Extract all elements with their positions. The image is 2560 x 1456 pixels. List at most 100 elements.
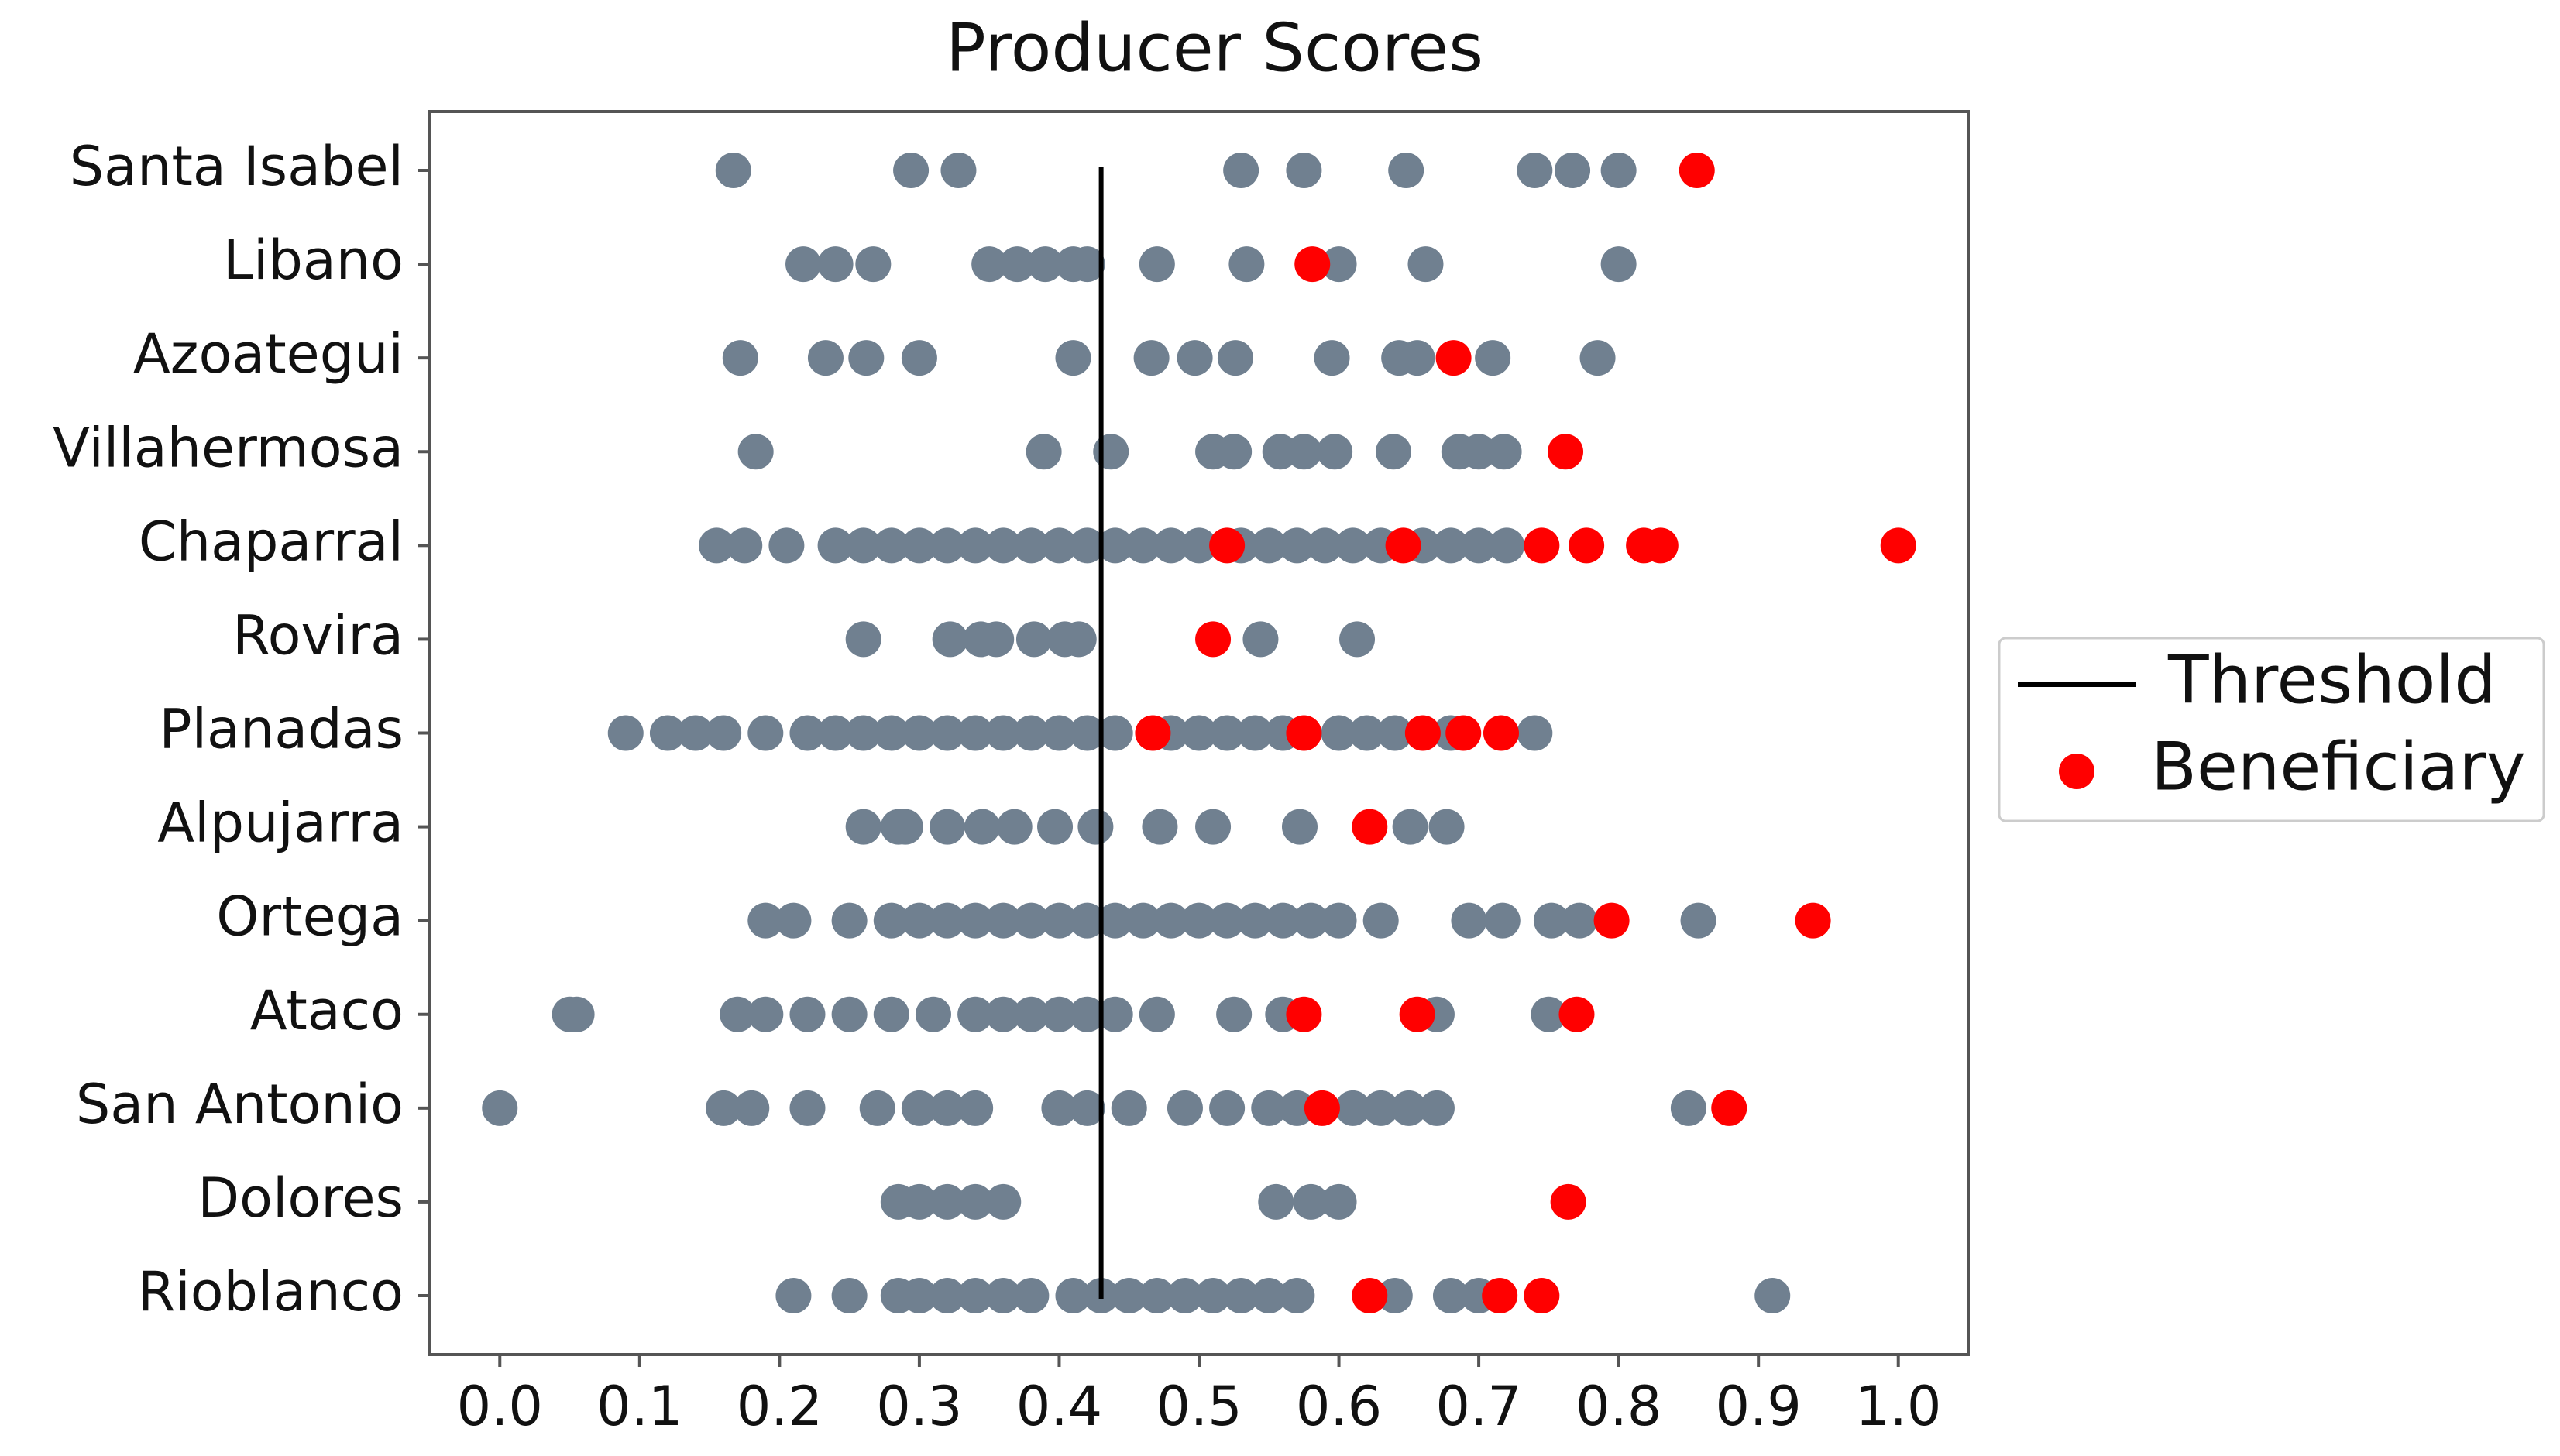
y-tick-label: Alpujarra (157, 792, 404, 855)
producer-point (1321, 902, 1357, 939)
producer-point (1317, 434, 1353, 470)
producer-point (1486, 434, 1522, 470)
producer-point (964, 809, 1001, 845)
producer-point (985, 996, 1022, 1032)
producer-point (775, 902, 812, 939)
producer-point (706, 715, 742, 751)
producer-point (1069, 715, 1105, 751)
producer-point (1209, 902, 1246, 939)
producer-point (1111, 1278, 1147, 1313)
beneficiary-point (1304, 1090, 1340, 1126)
producer-point (1093, 434, 1129, 470)
producer-point (901, 527, 937, 564)
producer-point (1013, 902, 1050, 939)
producer-point (1133, 340, 1170, 376)
beneficiary-point (1524, 527, 1560, 564)
producer-point (1013, 527, 1050, 564)
producer-point (1339, 621, 1376, 658)
producer-point (1279, 1090, 1315, 1126)
producer-point (1375, 434, 1411, 470)
producer-point (737, 434, 774, 470)
producer-point (957, 1278, 994, 1313)
producer-point (817, 715, 854, 751)
beneficiary-point (1294, 246, 1331, 283)
producer-point (1060, 621, 1097, 658)
producer-point (873, 715, 909, 751)
producer-point (1335, 527, 1371, 564)
x-tick-label: 0.5 (1156, 1375, 1242, 1438)
producer-point (1376, 715, 1413, 751)
producer-point (940, 153, 977, 188)
producer-point (1055, 1278, 1091, 1313)
beneficiary-point (1550, 1183, 1586, 1220)
producer-point (930, 715, 966, 751)
beneficiary-point (1711, 1090, 1747, 1126)
producer-point (971, 246, 1008, 283)
producer-point (845, 527, 881, 564)
producer-point (1026, 434, 1062, 470)
y-tick-label: Rioblanco (138, 1260, 404, 1324)
producer-point (985, 1183, 1022, 1220)
producer-point (999, 246, 1036, 283)
producer-point (1041, 715, 1077, 751)
producer-point (1286, 434, 1322, 470)
producer-point (1517, 153, 1553, 188)
beneficiary-point (1209, 527, 1246, 564)
producer-point (1754, 1278, 1791, 1313)
producer-point (727, 527, 763, 564)
producer-point (1362, 902, 1399, 939)
x-tick-label: 0.7 (1435, 1375, 1521, 1438)
producer-point (1517, 715, 1553, 751)
beneficiary-point (1352, 809, 1388, 845)
beneficiary-point (1795, 902, 1831, 939)
producer-point (1399, 340, 1435, 376)
producer-point (678, 715, 714, 751)
producer-point (1390, 1090, 1427, 1126)
producer-point (1237, 715, 1273, 751)
producer-point (747, 715, 784, 751)
producer-point (1475, 340, 1511, 376)
producer-point (649, 715, 686, 751)
beneficiary-point (1548, 434, 1584, 470)
producer-point (1279, 527, 1315, 564)
producer-point (957, 527, 994, 564)
producer-point (1142, 809, 1178, 845)
producer-point (930, 1183, 966, 1220)
producer-point (1670, 1090, 1706, 1126)
producer-point (1321, 246, 1357, 283)
legend-label: Threshold (2167, 641, 2496, 719)
producer-point (1293, 902, 1329, 939)
beneficiary-point (1286, 996, 1322, 1032)
beneficiary-point (1404, 715, 1441, 751)
producer-point (1041, 1090, 1077, 1126)
producer-point (1392, 809, 1428, 845)
producer-point (930, 1278, 966, 1313)
producer-point (1216, 996, 1253, 1032)
producer-point (1321, 715, 1357, 751)
y-tick-label: Libano (223, 228, 404, 292)
producer-point (1177, 340, 1213, 376)
producer-point (957, 902, 994, 939)
legend-beneficiary-swatch (2059, 754, 2094, 789)
producer-point (789, 996, 826, 1032)
producer-point (1125, 902, 1161, 939)
producer-point (985, 715, 1022, 751)
y-tick-label: Rovira (232, 603, 404, 667)
producer-point (901, 1090, 937, 1126)
producer-point (1335, 1090, 1371, 1126)
producer-point (817, 527, 854, 564)
producer-point (789, 1090, 826, 1126)
x-tick-label: 1.0 (1855, 1375, 1941, 1438)
producer-point (930, 902, 966, 939)
producer-point (1097, 527, 1133, 564)
producer-point (930, 809, 966, 845)
producer-point (1027, 246, 1064, 283)
producer-point (1209, 1090, 1246, 1126)
producer-point (845, 809, 881, 845)
beneficiary-point (1593, 902, 1630, 939)
producer-point (775, 1278, 812, 1313)
producer-point (1418, 1090, 1455, 1126)
producer-point (1281, 809, 1318, 845)
producer-point (1489, 527, 1525, 564)
